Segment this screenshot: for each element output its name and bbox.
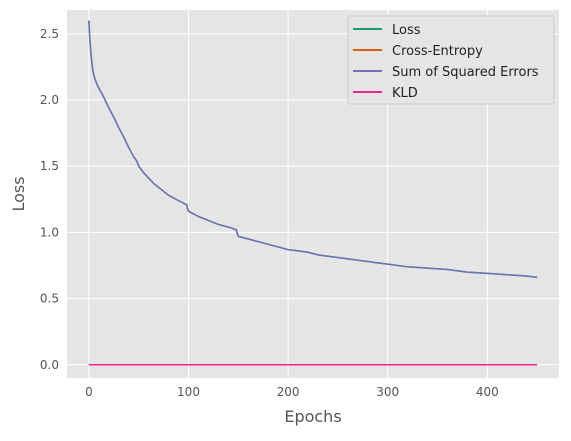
series-lines xyxy=(88,20,538,366)
y-tick-label: 2.0 xyxy=(40,93,59,107)
y-tick-label: 0.0 xyxy=(40,358,59,372)
legend-box xyxy=(347,15,555,105)
tick-labels: 0 100 200 300 400 0.0 0.5 1.0 1.5 2.0 2.5 xyxy=(40,27,499,399)
y-tick-label: 0.5 xyxy=(40,292,59,306)
y-tick-label: 2.5 xyxy=(40,27,59,41)
legend-label: KLD xyxy=(392,86,418,101)
legend-label: Loss xyxy=(392,23,421,38)
legend-label: Sum of Squared Errors xyxy=(392,65,539,80)
x-tick-label: 400 xyxy=(476,385,499,399)
x-tick-label: 200 xyxy=(277,385,300,399)
y-tick-label: 1.0 xyxy=(40,225,59,239)
x-tick-label: 300 xyxy=(376,385,399,399)
x-axis-label: Epochs xyxy=(284,407,341,426)
series-line-sum-of-squared-errors xyxy=(88,20,538,279)
legend: Loss Cross-Entropy Sum of Squared Errors KL… xyxy=(347,15,555,105)
x-tick-label: 100 xyxy=(177,385,200,399)
x-tick-label: 0 xyxy=(85,385,93,399)
y-axis-label: Loss xyxy=(9,176,28,211)
legend-label: Cross-Entropy xyxy=(392,44,483,59)
y-tick-label: 1.5 xyxy=(40,159,59,173)
